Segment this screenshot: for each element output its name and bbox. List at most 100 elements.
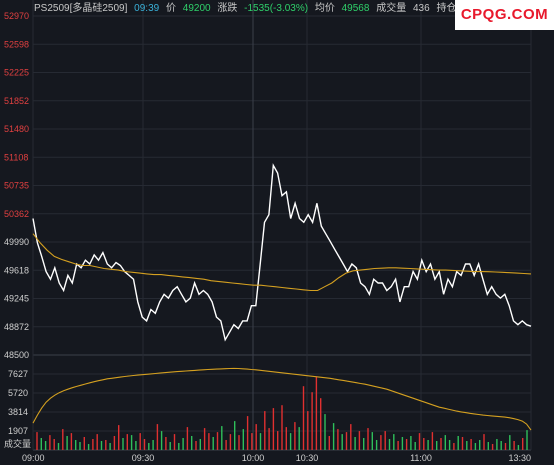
volume-bar — [526, 430, 528, 450]
volume-bar — [496, 439, 498, 450]
volume-tick-label: 7627 — [8, 369, 28, 379]
volume-tick-label: 1907 — [8, 426, 28, 436]
volume-bar — [500, 441, 502, 450]
volume-bar — [165, 437, 167, 450]
volume-bar — [75, 440, 77, 450]
change-value: -1535(-3.03%) — [244, 3, 309, 14]
volume-bar — [109, 443, 111, 450]
volume-bar — [221, 426, 223, 450]
price-line — [32, 163, 532, 342]
price-tick-label: 52225 — [4, 68, 29, 78]
volume-bar — [423, 438, 425, 450]
volume-bar — [195, 441, 197, 450]
avg-price-label: 均价 — [314, 3, 335, 14]
price-tick-label: 49245 — [4, 294, 29, 304]
volume-bar — [113, 436, 116, 450]
volume-bar — [130, 435, 133, 450]
volume-bar — [522, 438, 524, 450]
volume-bar — [337, 429, 339, 450]
volume-bar — [70, 433, 73, 450]
volume-bar — [57, 443, 60, 450]
volume-bar — [311, 392, 313, 450]
volume-bar — [277, 431, 279, 450]
volume-bar — [332, 423, 335, 450]
volume-bar — [341, 434, 343, 450]
cpqg-logo[interactable]: CPQG.COM — [455, 0, 554, 30]
volume-bar — [461, 437, 464, 450]
volume-bar — [216, 432, 219, 450]
volume-bar — [152, 440, 154, 450]
volume-bar — [367, 428, 369, 450]
average-price-line — [32, 233, 532, 292]
volume-bar — [371, 432, 373, 450]
volume-bar — [53, 439, 55, 450]
chart-grid — [32, 0, 532, 451]
volume-bar — [307, 411, 309, 450]
volume-bar — [302, 386, 305, 450]
volume-bar — [483, 434, 485, 450]
volume-bar — [358, 431, 361, 450]
change-label: 涨跌 — [217, 3, 238, 14]
volume-bar — [517, 445, 520, 450]
volume-bar — [251, 433, 253, 450]
volume-bar — [160, 431, 163, 450]
volume-bar — [92, 439, 94, 450]
volume-bar — [238, 435, 240, 450]
price-tick-label: 51852 — [4, 96, 29, 106]
volume-bar — [186, 427, 189, 450]
volume-bar — [285, 427, 287, 450]
volume-axis-title: 成交量 — [4, 438, 31, 449]
volume-bar — [191, 436, 193, 450]
volume-bar — [354, 437, 356, 450]
volume-bar — [96, 434, 98, 450]
volume-axis-labels: 7627 5720 3814 1907 成交量 — [4, 369, 31, 449]
price-tick-label: 52598 — [4, 39, 29, 49]
volume-bar — [255, 424, 257, 450]
volume-bar — [453, 443, 455, 450]
volume-bar — [225, 440, 227, 450]
volume-bar — [242, 429, 244, 450]
volume-bar — [199, 439, 201, 450]
volume-bar — [156, 424, 159, 450]
symbol-name: PS2509[多晶硅2509] — [34, 3, 128, 14]
price-tick-label: 51480 — [4, 124, 29, 134]
volume-bar — [212, 437, 214, 450]
volume-average-line — [32, 367, 532, 431]
volume-bar — [328, 436, 330, 450]
volume-bar — [105, 440, 107, 450]
volume-bar — [294, 422, 296, 450]
volume-bar — [173, 434, 176, 450]
volume-bar — [66, 436, 68, 450]
volume-bar — [479, 440, 481, 450]
volume-bar — [363, 438, 365, 450]
volume-bar — [457, 436, 459, 450]
volume-bar — [474, 443, 477, 450]
volume-bar — [229, 434, 232, 450]
volume-bar — [83, 437, 85, 450]
price-tick-label: 50362 — [4, 209, 29, 219]
volume-bar — [504, 443, 507, 450]
volume-bar — [135, 441, 137, 450]
volume-bar — [289, 433, 292, 450]
volume-bar — [427, 440, 429, 450]
volume-bar — [246, 416, 249, 450]
volume-value: 436 — [413, 3, 430, 14]
time-tick-label: 09:00 — [22, 453, 45, 463]
time-tick-label: 10:00 — [242, 453, 265, 463]
volume-bar — [440, 438, 442, 450]
price-label: 价 — [165, 3, 176, 14]
volume-bar — [178, 443, 180, 450]
volume-bar — [100, 441, 103, 450]
volume-bar — [448, 440, 451, 450]
volume-bar — [320, 398, 322, 450]
time-tick-label: 13:30 — [508, 453, 531, 463]
volume-bar — [414, 442, 416, 450]
volume-bar — [393, 434, 395, 450]
volume-bar — [418, 433, 421, 450]
volume-bar — [470, 439, 472, 450]
volume-bar — [79, 442, 81, 450]
volume-bar — [380, 435, 382, 450]
volume-bar — [487, 442, 489, 450]
volume-bar — [182, 438, 184, 450]
